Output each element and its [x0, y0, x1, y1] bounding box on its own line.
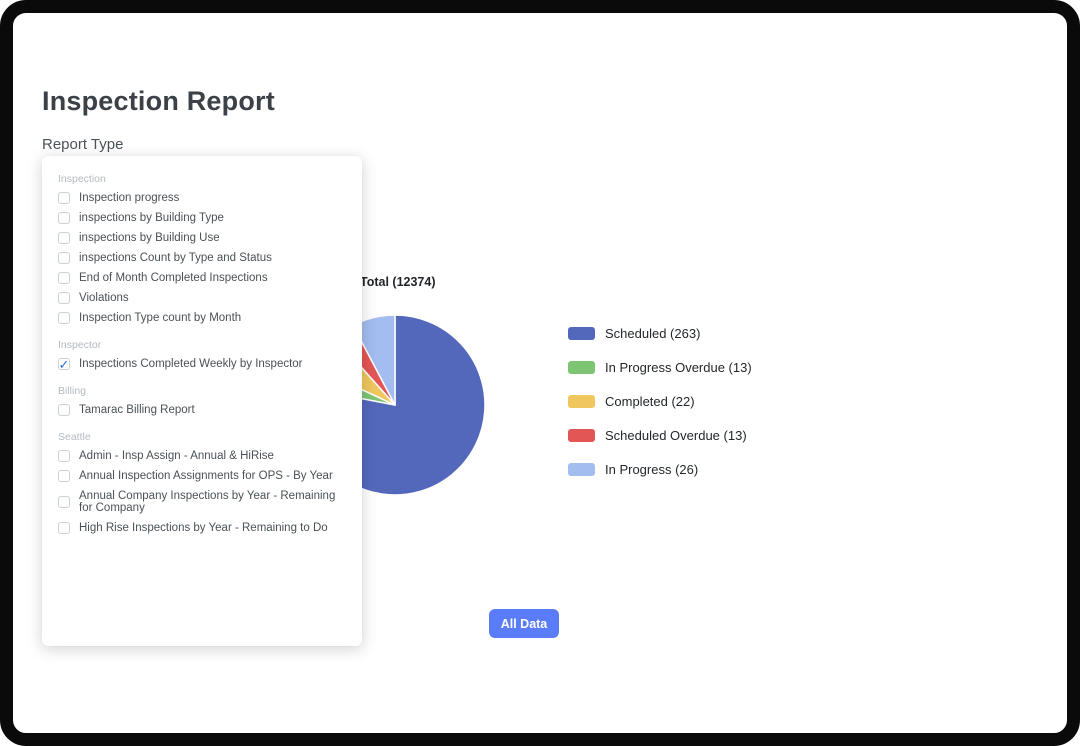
checkbox-icon[interactable]: [58, 292, 70, 304]
dropdown-option[interactable]: High Rise Inspections by Year - Remainin…: [58, 518, 346, 538]
dropdown-option-label: Tamarac Billing Report: [79, 404, 195, 416]
dropdown-option-label: High Rise Inspections by Year - Remainin…: [79, 522, 328, 534]
dropdown-option[interactable]: Annual Inspection Assignments for OPS - …: [58, 466, 346, 486]
report-type-dropdown: Inspection Inspection progress inspections…: [42, 156, 362, 646]
checkbox-icon[interactable]: [58, 450, 70, 462]
dropdown-option[interactable]: inspections by Building Type: [58, 208, 346, 228]
checkbox-icon[interactable]: [58, 312, 70, 324]
legend-swatch: [568, 361, 595, 374]
legend-label: In Progress Overdue (13): [605, 360, 752, 375]
dropdown-option[interactable]: Inspection Type count by Month: [58, 308, 346, 328]
dropdown-option-label: Inspections Completed Weekly by Inspecto…: [79, 358, 303, 370]
chart-legend: Scheduled (263) In Progress Overdue (13) C…: [568, 326, 752, 477]
dropdown-option[interactable]: inspections Count by Type and Status: [58, 248, 346, 268]
legend-item[interactable]: Scheduled (263): [568, 326, 752, 341]
dropdown-option-label: Inspection progress: [79, 192, 180, 204]
dropdown-group-label: Inspector: [58, 339, 102, 351]
legend-item[interactable]: In Progress Overdue (13): [568, 360, 752, 375]
checkbox-checked-icon[interactable]: ✓: [58, 356, 70, 372]
legend-swatch: [568, 327, 595, 340]
dropdown-option-label: inspections by Building Use: [79, 232, 220, 244]
legend-item[interactable]: In Progress (26): [568, 462, 752, 477]
checkbox-icon[interactable]: [58, 192, 70, 204]
legend-label: Completed (22): [605, 394, 695, 409]
legend-swatch: [568, 395, 595, 408]
dropdown-option[interactable]: Inspection progress: [58, 188, 346, 208]
checkbox-icon[interactable]: [58, 404, 70, 416]
legend-label: In Progress (26): [605, 462, 699, 477]
dropdown-option[interactable]: Violations: [58, 288, 346, 308]
legend-item[interactable]: Completed (22): [568, 394, 752, 409]
dropdown-option-label: End of Month Completed Inspections: [79, 272, 268, 284]
legend-item[interactable]: Scheduled Overdue (13): [568, 428, 752, 443]
dropdown-option[interactable]: ✓ Inspections Completed Weekly by Inspect…: [58, 354, 346, 374]
all-data-button[interactable]: All Data: [489, 609, 559, 638]
dropdown-option-label: Violations: [79, 292, 129, 304]
dropdown-group-label: Inspection: [58, 173, 106, 185]
dropdown-option[interactable]: Tamarac Billing Report: [58, 400, 346, 420]
checkbox-icon[interactable]: [58, 212, 70, 224]
checkbox-icon[interactable]: [58, 470, 70, 482]
legend-swatch: [568, 463, 595, 476]
dropdown-option-label: Annual Inspection Assignments for OPS - …: [79, 470, 333, 482]
dropdown-option-label: Annual Company Inspections by Year - Rem…: [79, 490, 336, 514]
dropdown-option-label: inspections by Building Type: [79, 212, 224, 224]
report-type-label: Report Type: [42, 136, 124, 153]
dropdown-option[interactable]: End of Month Completed Inspections: [58, 268, 346, 288]
legend-label: Scheduled Overdue (13): [605, 428, 747, 443]
legend-swatch: [568, 429, 595, 442]
checkbox-icon[interactable]: [58, 496, 70, 508]
dropdown-option-label: inspections Count by Type and Status: [79, 252, 272, 264]
checkbox-icon[interactable]: [58, 232, 70, 244]
dropdown-option[interactable]: Admin - Insp Assign - Annual & HiRise: [58, 446, 346, 466]
legend-label: Scheduled (263): [605, 326, 701, 341]
page-title: Inspection Report: [42, 86, 275, 116]
dropdown-option-label: Admin - Insp Assign - Annual & HiRise: [79, 450, 274, 462]
dropdown-option[interactable]: inspections by Building Use: [58, 228, 346, 248]
dropdown-group-label: Seattle: [58, 431, 91, 443]
dropdown-group-label: Billing: [58, 385, 87, 397]
dropdown-option[interactable]: Annual Company Inspections by Year - Rem…: [58, 486, 346, 518]
dropdown-option-label: Inspection Type count by Month: [79, 312, 242, 324]
checkbox-icon[interactable]: [58, 272, 70, 284]
checkbox-icon[interactable]: [58, 522, 70, 534]
checkbox-icon[interactable]: [58, 252, 70, 264]
chart-title: Total (12374): [360, 275, 436, 289]
